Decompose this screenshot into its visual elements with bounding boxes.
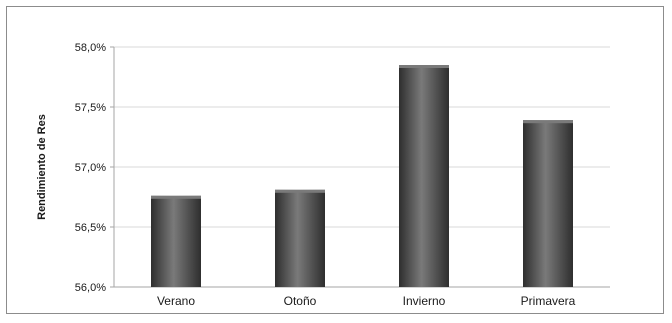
bar [399, 65, 449, 287]
y-tick-label: 56,0% [75, 282, 106, 294]
bar [151, 195, 201, 287]
x-tick-labels: Verano Otoño Invierno Primavera [157, 294, 576, 308]
bar-top-highlight [151, 195, 201, 199]
bar [275, 189, 325, 287]
y-tick-labels: 56,0% 56,5% 57,0% 57,5% 58,0% [75, 42, 106, 294]
bar-top-highlight [523, 120, 573, 124]
bar-invierno [399, 65, 449, 287]
bar-top-highlight [275, 189, 325, 193]
x-tick-label: Otoño [284, 294, 317, 308]
y-tick-label: 57,5% [75, 102, 106, 114]
bar-verano [151, 195, 201, 287]
y-tick-label: 58,0% [75, 42, 106, 54]
y-axis-title: Rendimiento de Res [36, 114, 48, 220]
x-tick-label: Invierno [403, 294, 446, 308]
x-tick-label: Primavera [521, 294, 576, 308]
x-tick-label: Verano [157, 294, 195, 308]
bar-top-highlight [399, 65, 449, 68]
bar [523, 120, 573, 287]
bar-otoño [275, 189, 325, 287]
y-tick-label: 56,5% [75, 222, 106, 234]
y-tick-label: 57,0% [75, 162, 106, 174]
bar-primavera [523, 120, 573, 287]
bars [151, 65, 573, 287]
